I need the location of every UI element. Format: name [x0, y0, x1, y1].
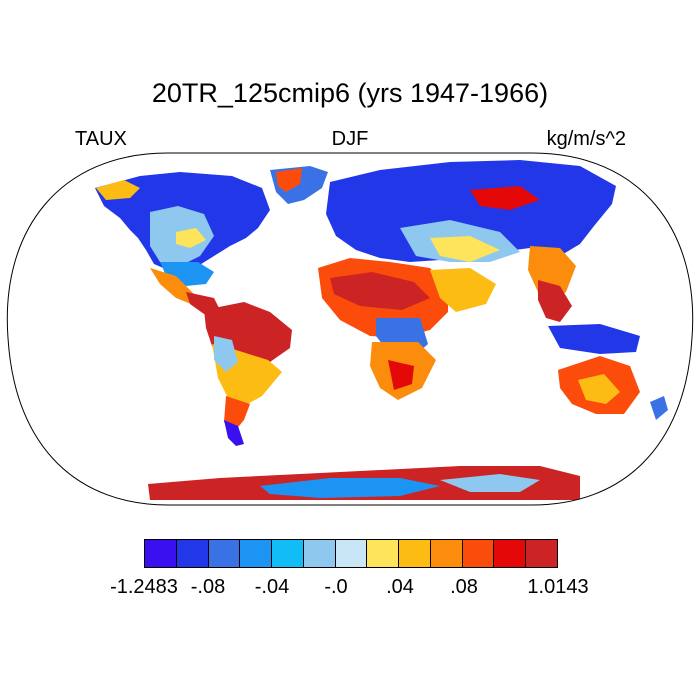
siberia-red [470, 186, 540, 210]
colorbar-box [272, 540, 304, 567]
colorbar-box [526, 540, 557, 567]
great-lakes-positive [176, 228, 206, 248]
greenland-positive [276, 168, 302, 192]
patagonia-negative [224, 420, 244, 446]
season-label: DJF [331, 128, 369, 150]
africa-south-red [388, 360, 414, 390]
colorbar-box [367, 540, 400, 567]
colorbar-box [176, 540, 209, 567]
land-shading [95, 160, 668, 500]
central-asia-yellow [430, 236, 500, 262]
colorbar-tick-label: -.04 [254, 576, 290, 598]
colorbar-box [462, 540, 495, 567]
south-america-cool [214, 336, 238, 372]
colorbar-box [145, 540, 177, 567]
colorbar-box [240, 540, 273, 567]
colorbar-box [208, 540, 241, 567]
colorbar [144, 539, 558, 568]
colorbar-tick-label: .04 [386, 576, 414, 598]
colorbar-box [303, 540, 336, 567]
colorbar-tick-label: .08 [450, 576, 478, 598]
antarctica-pale [440, 474, 540, 492]
alaska-positive [96, 180, 140, 200]
plot-title: 20TR_125cmip6 (yrs 1947-1966) [151, 78, 549, 108]
globe-outline [6, 152, 694, 506]
colorbar-box [335, 540, 368, 567]
colorbar-tick-label: -.08 [190, 576, 226, 598]
eurasia-north [326, 160, 616, 262]
antarctica-blue [260, 478, 440, 498]
units-label: kg/m/s^2 [546, 128, 626, 150]
colorbar-tick-label: 1.0143 [527, 576, 589, 598]
australia-center [578, 374, 620, 404]
new-zealand-blue [650, 396, 668, 420]
southeast-asia-red [538, 280, 572, 322]
colorbar-tick-label: -1.2483 [110, 576, 178, 598]
colorbar-box [494, 540, 527, 567]
colorbar-tick-label: -.0 [324, 576, 348, 598]
middle-east-yellow [430, 268, 496, 312]
sahara-red [330, 272, 430, 310]
colorbar-box [430, 540, 463, 567]
variable-label: TAUX [75, 128, 127, 150]
indonesia-region [548, 324, 640, 354]
colorbar-box [399, 540, 431, 567]
